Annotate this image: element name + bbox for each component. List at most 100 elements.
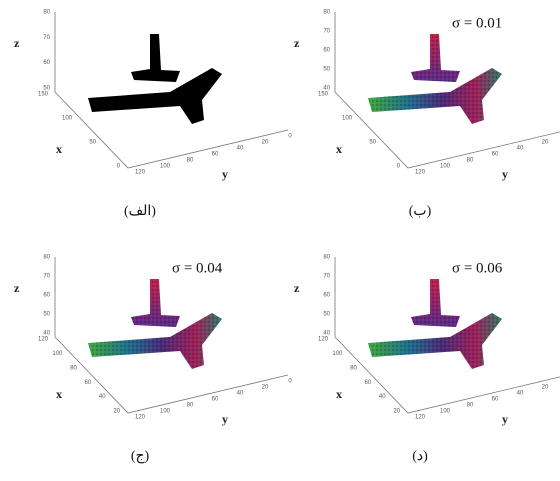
y-tick-label: 100 [160,409,171,415]
x-tick-label: 150 [318,92,329,98]
x-tick-label: 100 [62,116,73,122]
z-tick-label: 80 [43,255,50,261]
z-axis-label: z [294,36,300,50]
x-axis-label: x [56,142,62,156]
z-tick-label: 60 [43,60,50,66]
y-axis-label: y [222,167,228,181]
axes [334,12,560,169]
z-axis-label: z [14,281,20,295]
x-tick-label: 150 [38,92,49,98]
z-tick-label: 50 [43,86,50,92]
z-tick-label: 70 [323,29,330,35]
z-tick-label: 40 [323,86,330,92]
z-tick-label: 70 [43,35,50,41]
x-tick-label: 0 [397,164,401,170]
x-tick-label: 40 [99,394,106,400]
sigma-label: σ = 0.06 [452,260,503,276]
point-cloud [88,34,222,124]
panel: 807060504012010080604020120100806040200z… [14,255,292,465]
y-tick-label: 60 [212,152,219,158]
x-tick-label: 50 [89,140,96,146]
panel: 807060504012010080604020120100806040200z… [294,255,560,464]
z-tick-label: 60 [43,293,50,299]
x-tick-label: 20 [113,409,120,415]
texture [368,68,502,124]
y-tick-label: 100 [160,164,171,170]
sigma-label: σ = 0.01 [452,15,502,31]
y-tick-label: 0 [288,379,292,385]
y-tick-label: 120 [415,415,426,421]
y-tick-label: 20 [262,140,269,146]
y-tick-label: 20 [542,385,549,391]
z-tick-label: 50 [323,67,330,73]
z-tick-label: 80 [323,10,330,16]
z-tick-label: 40 [323,331,330,337]
axes [54,257,289,414]
x-tick-label: 80 [70,365,77,371]
texture [411,34,460,82]
x-tick-label: 40 [379,394,386,400]
x-tick-label: 0 [117,164,121,170]
texture [368,313,502,369]
y-tick-label: 120 [135,415,146,421]
x-tick-label: 80 [350,365,357,371]
x-tick-label: 100 [342,116,353,122]
texture [131,279,180,327]
x-axis-label: x [56,387,62,401]
x-axis-label: x [336,142,342,156]
y-tick-label: 40 [517,146,524,152]
y-tick-label: 20 [542,140,549,146]
caption: (د) [412,449,428,464]
y-tick-label: 20 [262,385,269,391]
fuselage [88,68,222,124]
y-tick-label: 100 [440,164,451,170]
x-tick-label: 100 [52,351,63,357]
point-cloud [368,34,502,124]
y-tick-label: 80 [187,403,194,409]
y-tick-label: 60 [492,152,499,158]
y-tick-label: 40 [517,391,524,397]
z-tick-label: 60 [323,293,330,299]
x-tick-label: 120 [318,337,329,343]
caption: (ج) [131,449,150,464]
y-tick-label: 80 [187,158,194,164]
caption: (الف) [124,204,156,219]
y-axis-label: y [222,412,228,426]
y-tick-label: 60 [492,397,499,403]
panel: 8070605040150100500120100806040200zxyσ =… [294,10,560,219]
z-tick-label: 40 [43,331,50,337]
z-tick-label: 50 [43,312,50,318]
x-tick-label: 60 [365,380,372,386]
y-tick-label: 40 [237,391,244,397]
y-tick-label: 120 [135,170,146,176]
caption: (ب) [409,204,432,219]
x-tick-label: 50 [369,140,376,146]
x-tick-label: 60 [85,380,92,386]
y-tick-label: 0 [288,134,292,140]
point-cloud [368,279,502,369]
y-tick-label: 60 [212,397,219,403]
z-tick-label: 80 [323,255,330,261]
z-tick-label: 60 [323,48,330,54]
x-tick-label: 20 [393,409,400,415]
y-tick-label: 120 [415,170,426,176]
x-tick-label: 120 [38,337,49,343]
z-axis-label: z [294,281,300,295]
point-cloud [88,279,222,369]
y-axis-label: y [502,167,508,181]
y-tick-label: 80 [467,403,474,409]
tail [131,34,180,82]
y-tick-label: 100 [440,409,451,415]
y-tick-label: 40 [237,146,244,152]
z-axis-label: z [14,36,20,50]
z-tick-label: 70 [323,274,330,280]
x-tick-label: 100 [332,351,343,357]
z-tick-label: 80 [43,10,50,16]
texture [411,279,460,327]
x-axis-label: x [336,387,342,401]
axes [334,257,560,414]
z-tick-label: 70 [43,274,50,280]
y-axis-label: y [502,412,508,426]
